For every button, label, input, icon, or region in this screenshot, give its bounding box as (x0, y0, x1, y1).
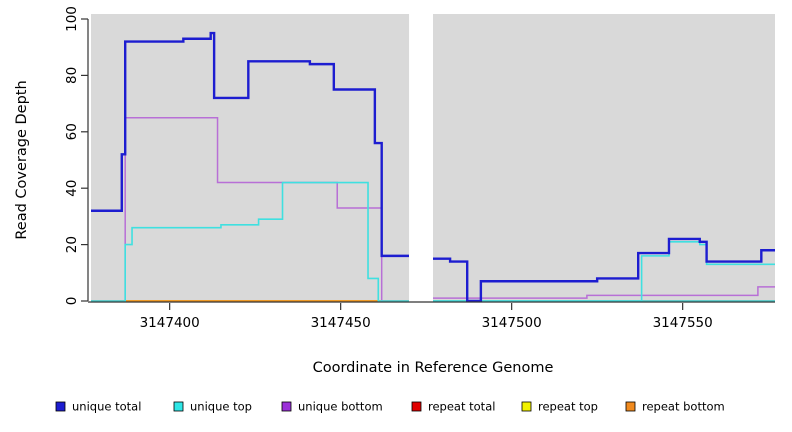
y-axis-title: Read Coverage Depth (14, 80, 30, 239)
x-tick-label-3147400: 3147400 (140, 315, 200, 331)
legend-swatch-unique-bottom (281, 401, 292, 412)
legend-swatch-repeat-bottom (625, 401, 636, 412)
legend-label-repeat-bottom: repeat bottom (642, 400, 725, 414)
series-unique_total (433, 237, 775, 303)
y-tick-label-100: 100 (64, 6, 80, 32)
axis-labels-layer: 0 20 40 60 80 100 3147400 3147450 3147500 3147550… (14, 6, 713, 376)
series-layer (91, 31, 775, 303)
legend-label-unique-bottom: unique bottom (298, 400, 383, 414)
y-tick-label-60: 60 (64, 123, 80, 140)
panel-block-1 (433, 14, 775, 301)
legend-label-unique-total: unique total (72, 400, 141, 414)
series-unique_bottom (433, 286, 775, 299)
series-unique_total (91, 31, 410, 258)
series-unique_top (91, 181, 410, 302)
legend-item-unique-bottom[interactable]: unique bottom (281, 400, 383, 414)
legend-swatch-repeat-top (521, 401, 532, 412)
x-tick-label-3147550: 3147550 (653, 315, 713, 331)
y-tick-label-0: 0 (64, 297, 80, 306)
x-tick-label-3147450: 3147450 (311, 315, 371, 331)
legend-label-unique-top: unique top (190, 400, 252, 414)
x-tick-label-3147500: 3147500 (482, 315, 542, 331)
legend-label-repeat-total: repeat total (428, 400, 495, 414)
series-clip-unique_total (433, 237, 775, 303)
legend-item-unique-top[interactable]: unique top (173, 400, 252, 414)
legend-label-repeat-top: repeat top (538, 400, 598, 414)
axis-layer (81, 18, 775, 310)
legend-swatch-repeat-total (411, 401, 422, 412)
legend-swatch-unique-total (55, 401, 66, 412)
y-tick-label-40: 40 (64, 180, 80, 197)
series-clip-unique_top (91, 181, 410, 302)
chart-legend: unique total unique top unique bottom repea… (55, 400, 725, 414)
panel-block-0 (91, 14, 410, 301)
x-axis-title: Coordinate in Reference Genome (313, 360, 554, 376)
series-clip-unique_total (91, 31, 410, 258)
legend-item-repeat-total[interactable]: repeat total (411, 400, 495, 414)
legend-item-repeat-top[interactable]: repeat top (521, 400, 598, 414)
legend-item-repeat-bottom[interactable]: repeat bottom (625, 400, 725, 414)
legend-swatch-unique-top (173, 401, 184, 412)
series-clip-unique_bottom (433, 286, 775, 299)
y-tick-label-80: 80 (64, 67, 80, 84)
y-tick-label-20: 20 (64, 236, 80, 253)
legend-item-unique-total[interactable]: unique total (55, 400, 141, 414)
